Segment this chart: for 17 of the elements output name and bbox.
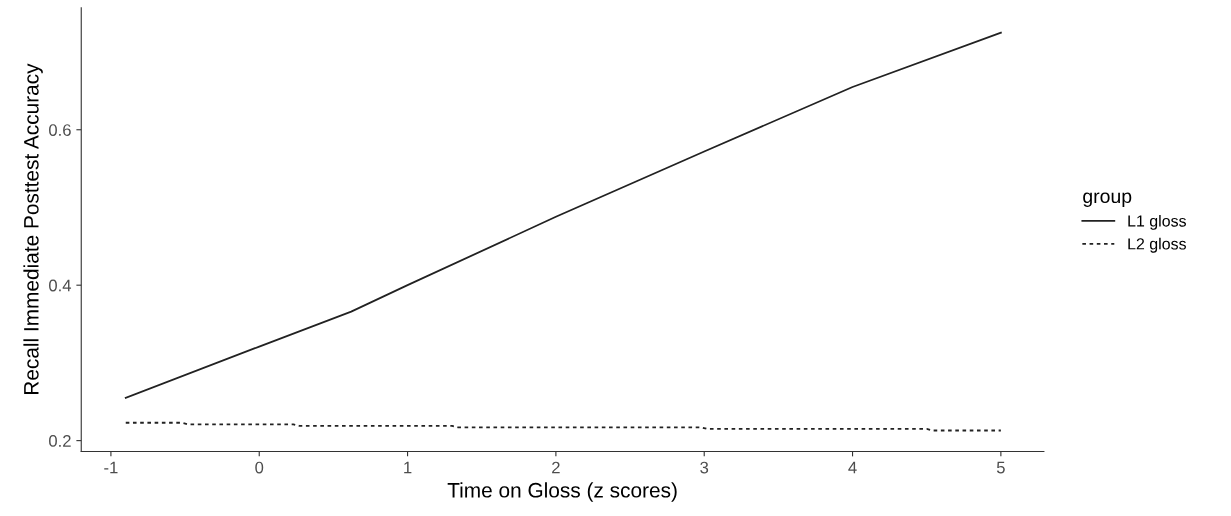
y-tick-label: 0.4 (49, 279, 72, 292)
x-tick-label: 4 (848, 461, 857, 474)
line-series (124, 421, 1002, 432)
line-series (124, 31, 1002, 399)
y-tick-label: 0.6 (49, 124, 71, 136)
y-tick-label: 0.2 (49, 435, 71, 447)
x-tick-label: -1 (104, 461, 118, 474)
x-tick-label: 2 (552, 461, 560, 474)
x-tick-label: 5 (996, 461, 1005, 474)
legend-label: L1 gloss (1128, 214, 1186, 230)
legend-title: group (1083, 192, 1132, 207)
x-tick-label: 1 (404, 461, 412, 474)
legend-label: L2 gloss (1128, 237, 1186, 253)
x-tick-label: 0 (255, 461, 264, 474)
x-axis-title: Time on Gloss (z scores) (447, 482, 677, 502)
x-tick-label: 3 (700, 461, 709, 474)
y-axis-title: Recall Immediate Posttest Accuracy (23, 63, 43, 395)
